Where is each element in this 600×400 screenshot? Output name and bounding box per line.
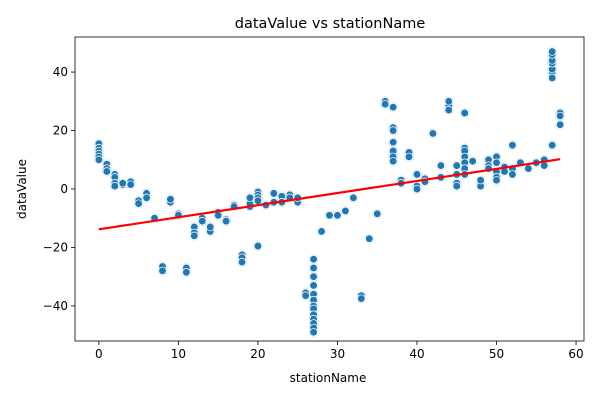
data-point	[357, 294, 366, 303]
data-point	[428, 129, 438, 138]
chart-title: dataValue vs stationName	[235, 16, 426, 32]
data-point	[388, 138, 398, 147]
x-tick-label: 60	[568, 347, 583, 361]
x-tick-label: 20	[250, 347, 265, 361]
data-point	[436, 161, 445, 170]
x-tick-label: 10	[171, 347, 186, 361]
data-point	[221, 217, 231, 226]
data-point	[476, 176, 485, 185]
y-tick-label: −20	[43, 240, 68, 254]
data-point	[412, 170, 422, 179]
data-point	[548, 47, 557, 56]
data-point	[492, 158, 501, 167]
data-point	[555, 111, 565, 121]
data-point	[548, 141, 557, 150]
plot-area	[93, 46, 566, 338]
y-axis-ticks: −40 −20 0 20 40	[43, 65, 75, 313]
data-point	[102, 167, 111, 176]
data-point	[269, 189, 278, 198]
data-point	[182, 268, 191, 277]
data-point	[309, 281, 318, 290]
data-point	[206, 222, 215, 232]
x-axis-ticks: 0 10 20 30 40 50 60	[95, 341, 584, 361]
data-point	[237, 257, 247, 267]
data-point	[126, 180, 135, 189]
y-tick-label: −40	[43, 299, 68, 313]
y-tick-label: 0	[60, 182, 68, 196]
data-point	[444, 97, 453, 106]
data-point	[388, 103, 398, 112]
plot-frame	[74, 36, 585, 342]
data-point	[301, 291, 310, 300]
y-tick-label: 40	[53, 65, 68, 79]
data-point	[555, 120, 565, 129]
data-point	[460, 108, 469, 118]
x-axis-title: stationName	[290, 371, 367, 385]
data-point	[198, 217, 207, 226]
data-point	[452, 161, 461, 170]
data-point	[524, 164, 533, 173]
data-point	[158, 266, 167, 275]
data-point	[142, 193, 151, 202]
data-point	[253, 241, 263, 251]
data-point	[508, 170, 517, 179]
data-point	[309, 255, 318, 264]
data-point	[190, 231, 199, 240]
x-tick-label: 0	[95, 347, 103, 361]
data-point	[468, 157, 477, 166]
data-point	[309, 272, 318, 281]
data-point	[245, 193, 255, 202]
data-point	[508, 141, 517, 150]
data-point	[309, 328, 318, 337]
data-point	[110, 181, 119, 191]
data-point	[492, 176, 501, 185]
data-point	[365, 234, 374, 243]
data-point	[404, 152, 414, 161]
data-point	[309, 263, 318, 273]
data-point	[317, 227, 326, 236]
data-point	[134, 199, 143, 208]
y-axis-title: dataValue	[15, 159, 29, 219]
data-point	[341, 206, 350, 216]
data-point	[388, 157, 398, 166]
data-point	[166, 195, 175, 204]
data-point	[118, 179, 127, 188]
data-point	[94, 155, 104, 164]
data-point	[452, 181, 461, 191]
x-tick-label: 40	[409, 347, 424, 361]
y-tick-label: 20	[53, 124, 68, 138]
data-point	[388, 126, 398, 135]
data-point	[253, 196, 263, 205]
x-tick-label: 30	[330, 347, 345, 361]
data-point	[548, 73, 557, 83]
data-point	[444, 105, 453, 115]
data-point	[333, 211, 342, 220]
regression-line	[98, 158, 561, 231]
data-point	[381, 100, 390, 109]
data-point	[349, 193, 358, 202]
data-point	[325, 211, 334, 220]
x-tick-label: 50	[489, 347, 504, 361]
data-point	[412, 184, 422, 194]
data-point	[373, 209, 382, 218]
